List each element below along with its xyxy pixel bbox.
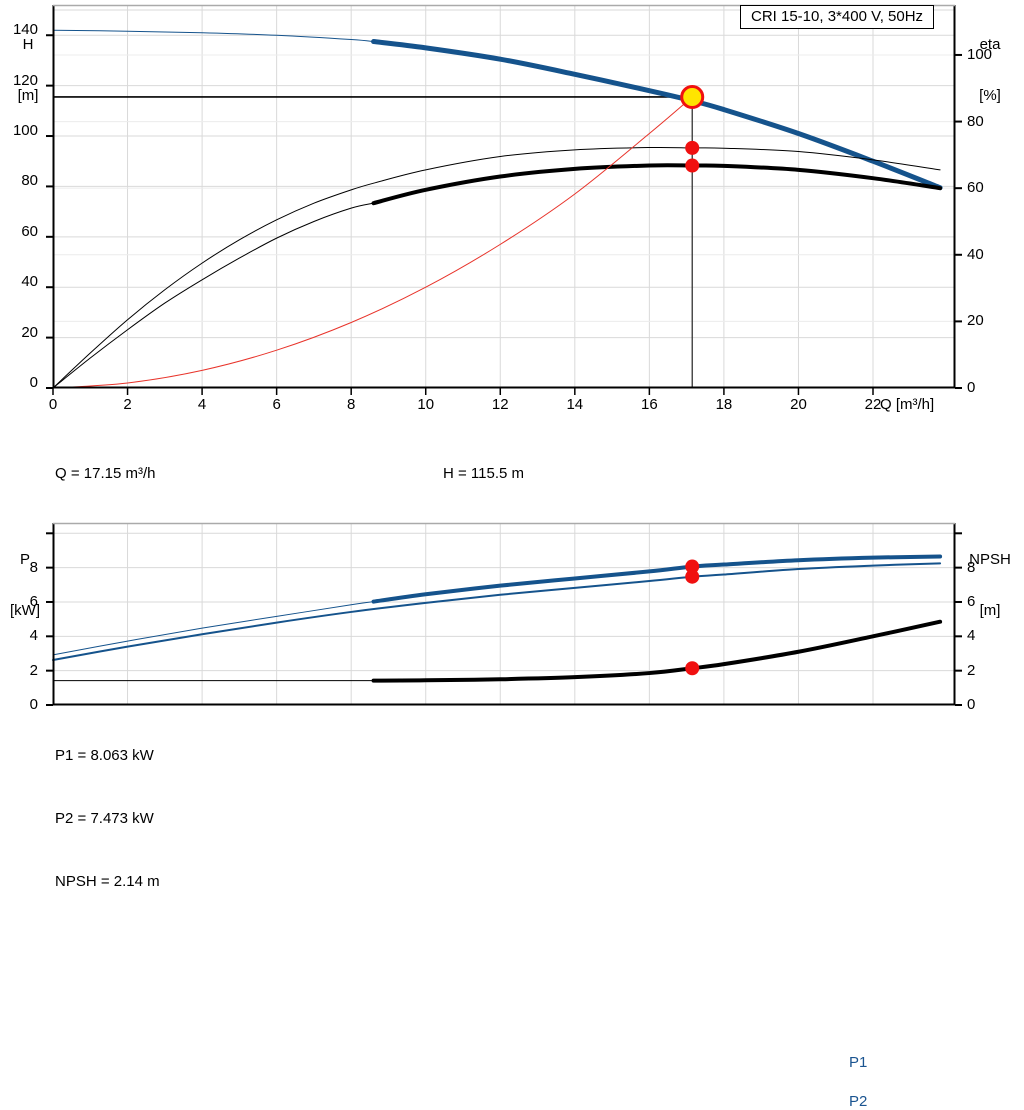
top-right-axis-title-line2: [%]: [979, 87, 1001, 104]
top-chart-svg: [46, 4, 962, 395]
bottom-chart-svg: [46, 522, 962, 706]
bottom-left-axis-title-line1: P: [19, 551, 30, 568]
x-tick-label: 4: [197, 396, 207, 413]
y2-tick-label: 20: [967, 312, 984, 330]
curve-head-thick-duty-range: [371, 39, 943, 191]
eta-marker: [685, 140, 700, 155]
model-title-box: CRI 15-10, 3*400 V, 50Hz: [740, 5, 935, 29]
bottom-right-axis-title-line2: [m]: [979, 602, 1001, 619]
y2-tick-label: 60: [967, 179, 984, 197]
curve-p1-thin-left-segment: [52, 601, 375, 656]
curve-npsh: [371, 619, 943, 683]
bottom-left-axis-title: P [kW]: [0, 517, 50, 653]
y2-tick-label: 80: [967, 112, 984, 130]
y2-tick-label: 8: [967, 558, 976, 576]
y-tick-label: 0: [29, 374, 38, 391]
top-left-axis-title-line1: H: [22, 36, 34, 53]
info-right-line-0: H = 115.5 m: [443, 465, 525, 482]
x-tick-label: 10: [417, 396, 435, 413]
top-right-axis-title: eta [%]: [962, 2, 1018, 138]
x-tick-label: 2: [123, 396, 132, 413]
curve-eta-pump-thin: [52, 146, 941, 389]
y2-tick-label: 0: [967, 696, 976, 713]
bottom-left-axis-title-line2: [kW]: [10, 602, 40, 619]
y-tick-label: 8: [29, 558, 38, 576]
y-tick-label: 120: [12, 71, 38, 89]
x-tick-label: 16: [641, 396, 658, 413]
x-tick-label: 6: [272, 396, 281, 413]
y-tick-label: 40: [21, 273, 38, 291]
y-tick-label: 4: [29, 627, 38, 645]
y-tick-label: 0: [29, 696, 38, 713]
y-tick-label: 2: [29, 661, 38, 679]
top-left-axis-title-line2: [m]: [17, 87, 39, 104]
power-marker: [685, 559, 700, 574]
top-x-axis-title: Q [m³/h]: [880, 396, 935, 413]
series-label-p2: P2: [849, 1093, 868, 1110]
curve-p2: [52, 562, 942, 662]
info-bottom-column: P1 = 8.063 kW P2 = 7.473 kW NPSH = 2.14 …: [55, 703, 160, 934]
top-left-axis-title: H [m]: [6, 2, 50, 138]
head-efficiency-chart: H [m] eta [%] CRI 15-10, 3*400 V, 50Hz Q…: [0, 0, 1024, 418]
power-marker: [685, 569, 700, 584]
curve-npsh-red-top-chart-scale: [52, 96, 693, 389]
x-tick-label: 12: [491, 396, 509, 413]
duty-point-marker: [680, 84, 705, 109]
info-left-line-0: Q = 17.15 m³/h: [55, 465, 156, 482]
y2-tick-label: 100: [967, 45, 993, 63]
y2-tick-label: 0: [967, 379, 976, 396]
y-tick-label: 6: [29, 592, 38, 610]
y-tick-label: 140: [12, 21, 38, 39]
series-label-p1: P1: [849, 1054, 868, 1071]
info-bottom-line-0: P1 = 8.063 kW: [55, 747, 154, 764]
x-tick-label: 22: [864, 396, 882, 413]
x-tick-label: 18: [715, 396, 733, 413]
power-npsh-chart: P [kW] NPSH [m] P1 P2 0 2 4 6 8 0 2 4 6 8: [0, 515, 1024, 1110]
y-tick-label: 20: [21, 323, 38, 341]
x-tick-label: 14: [566, 396, 584, 413]
x-tick-label: 0: [48, 396, 58, 413]
curve-head-thin-full-range: [52, 29, 375, 43]
curve-eta-pump-motor-thin-left-segment: [52, 202, 375, 389]
y-tick-label: 100: [12, 122, 38, 140]
top-right-axis-title-line1: eta: [979, 36, 1001, 53]
info-bottom-line-1: P2 = 7.473 kW: [55, 810, 154, 827]
curve-p1: [371, 554, 943, 604]
y2-tick-label: 2: [967, 661, 976, 679]
x-tick-label: 20: [790, 396, 807, 413]
y2-tick-label: 6: [967, 592, 976, 610]
y-tick-label: 80: [21, 172, 38, 190]
curve-eta-pump-motor-thick: [371, 163, 943, 206]
y2-tick-label: 4: [967, 627, 976, 645]
eta-marker: [685, 158, 700, 173]
x-tick-label: 8: [347, 396, 356, 413]
y2-tick-label: 40: [967, 245, 984, 263]
bottom-right-axis-title: NPSH [m]: [958, 517, 1022, 653]
bottom-right-axis-title-line1: NPSH: [969, 551, 1011, 568]
power-marker: [685, 661, 700, 676]
y-tick-label: 60: [21, 222, 38, 240]
top-plot-area: [46, 4, 962, 395]
bottom-plot-area: [46, 522, 962, 706]
info-bottom-line-2: NPSH = 2.14 m: [55, 873, 160, 890]
